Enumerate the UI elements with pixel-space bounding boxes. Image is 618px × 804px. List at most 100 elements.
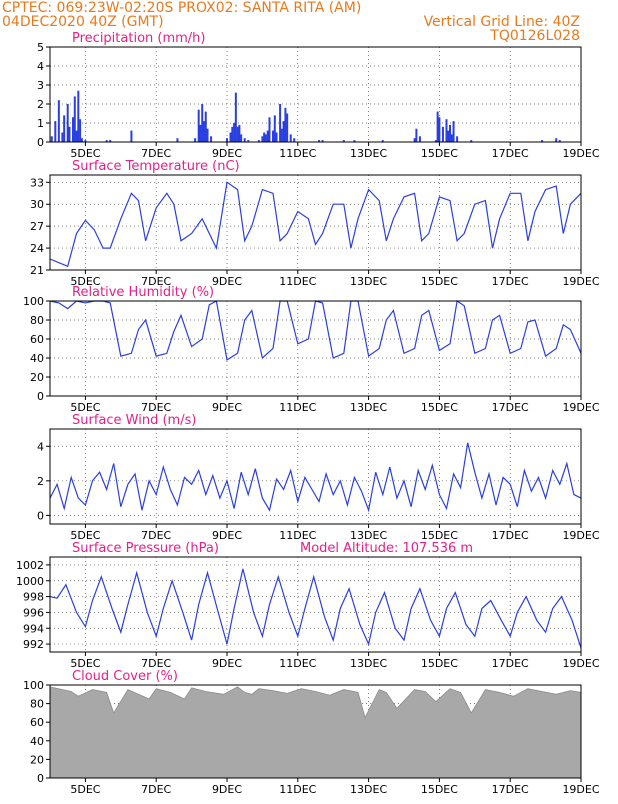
precip-bar	[280, 128, 283, 142]
pressure-xtick-label: 11DEC	[279, 657, 316, 670]
precip-xtick-label: 5DEC	[70, 147, 100, 160]
precip-ytick-label: 2	[37, 98, 44, 111]
precip-ytick-label: 3	[37, 79, 44, 92]
temperature-ytick-label: 21	[30, 264, 44, 277]
humidity-ytick-label: 40	[30, 352, 44, 365]
cloud-area-edge	[49, 686, 582, 719]
precip-bar	[275, 132, 278, 142]
wind-ytick-label: 2	[37, 475, 44, 488]
precip-bar	[441, 126, 444, 142]
precip-bar	[447, 130, 450, 142]
precip-bar	[266, 130, 269, 142]
temperature-ytick-label: 27	[30, 220, 44, 233]
precip-bar	[72, 117, 75, 142]
precip-bar	[284, 107, 287, 142]
precip-bar	[61, 132, 64, 142]
precip-ytick-label: 0	[37, 136, 44, 149]
pressure-xtick-label: 17DEC	[492, 657, 529, 670]
temperature-xtick-label: 9DEC	[212, 275, 242, 288]
precip-bar	[210, 136, 213, 142]
temperature-xtick-label: 5DEC	[70, 275, 100, 288]
precip-bar	[436, 111, 439, 142]
precip-bar	[233, 123, 236, 142]
precip-frame	[49, 46, 582, 143]
precip-bar	[279, 104, 282, 142]
temperature-xtick-label: 17DEC	[492, 275, 529, 288]
header-station: CPTEC: 069:23W-02:20S PROX02: SANTA RITA…	[2, 0, 361, 16]
precip-bar	[438, 117, 441, 142]
cloud-xtick-label: 7DEC	[141, 783, 171, 796]
precip-bar	[293, 138, 296, 142]
cloud-xtick-label: 15DEC	[421, 783, 458, 796]
precip-bar	[202, 121, 205, 142]
precip-bar	[199, 124, 202, 142]
wind-xtick-label: 7DEC	[141, 529, 171, 542]
wind-panel: Surface Wind (m/s) 0 2 4 5DEC 7DEC 9DEC 11DEC 13…	[37, 413, 600, 542]
wind-xtick-label: 9DEC	[212, 529, 242, 542]
precip-bar	[194, 138, 197, 142]
precip-bar	[263, 132, 266, 142]
wind-xtick-label: 17DEC	[492, 529, 529, 542]
precip-xtick-label: 9DEC	[212, 147, 242, 160]
humidity-ytick-label: 60	[30, 333, 44, 346]
cloud-panel: Cloud Cover (%) 0 20 40 60 80 100 5DEC 7DEC 9DEC 1…	[23, 669, 600, 796]
humidity-xtick-label: 13DEC	[350, 401, 387, 414]
precip-bar	[234, 92, 237, 142]
precip-bar	[381, 140, 384, 142]
wind-series-line	[49, 442, 582, 513]
temperature-ytick-label: 33	[30, 176, 44, 189]
humidity-panel: Relative Humidity (%) 0 20 40 60 80 100 5DEC 7DE…	[23, 285, 600, 414]
temperature-ytick-label: 30	[30, 198, 44, 211]
precip-bar	[57, 100, 60, 142]
wind-xtick-label: 13DEC	[350, 529, 387, 542]
precip-bar	[558, 140, 561, 142]
precip-bar	[50, 136, 53, 142]
precip-bar	[264, 134, 267, 142]
precip-bar	[109, 140, 112, 142]
precip-bar	[201, 104, 204, 142]
precip-bar	[204, 111, 207, 142]
humidity-xtick-label: 19DEC	[562, 401, 599, 414]
precip-bar	[268, 117, 271, 142]
precip-bar	[247, 140, 250, 142]
cloud-xtick-label: 17DEC	[492, 783, 529, 796]
humidity-ytick-label: 20	[30, 371, 44, 384]
cloud-xtick-label: 11DEC	[279, 783, 316, 796]
precip-bar	[321, 140, 324, 142]
precip-bar	[73, 96, 76, 142]
precip-bar	[318, 140, 321, 142]
cloud-xtick-label: 9DEC	[212, 783, 242, 796]
precip-bar	[79, 119, 82, 142]
precip-bar	[77, 90, 80, 142]
temperature-title: Surface Temperature (nC)	[72, 159, 240, 174]
cloud-ytick-label: 40	[30, 735, 44, 748]
precip-xtick-label: 17DEC	[492, 147, 529, 160]
pressure-ytick-label: 1002	[16, 559, 44, 572]
humidity-frame	[49, 300, 582, 397]
precip-ytick-label: 1	[37, 117, 44, 130]
temperature-xtick-label: 19DEC	[562, 275, 599, 288]
temperature-frame	[49, 174, 582, 271]
precip-bar	[84, 140, 87, 142]
humidity-series-line	[49, 299, 582, 361]
precip-xtick-label: 11DEC	[279, 147, 316, 160]
pressure-ytick-label: 994	[23, 622, 44, 635]
wind-xtick-label: 5DEC	[70, 529, 100, 542]
precip-bar	[261, 136, 264, 142]
temperature-xtick-label: 7DEC	[141, 275, 171, 288]
precip-bar	[105, 140, 108, 142]
precip-bar	[273, 115, 276, 142]
precip-bar	[75, 130, 78, 142]
precip-ytick-label: 4	[37, 60, 44, 73]
precip-bar	[286, 113, 289, 142]
pressure-ytick-label: 998	[23, 591, 44, 604]
panels-group: Precipitation (mm/h) 0 1 2 3 4 5 5DEC 7DEC 9DEC 11…	[16, 31, 600, 796]
precip-bar	[418, 136, 421, 142]
wind-xtick-label: 11DEC	[279, 529, 316, 542]
precip-bar	[80, 138, 83, 142]
precip-bar	[231, 126, 234, 142]
pressure-frame	[49, 556, 582, 653]
wind-ytick-label: 0	[37, 509, 44, 522]
temperature-ytick-label: 24	[30, 242, 44, 255]
pressure-panel: Surface Pressure (hPa) Model Altitude: 10…	[16, 541, 600, 670]
